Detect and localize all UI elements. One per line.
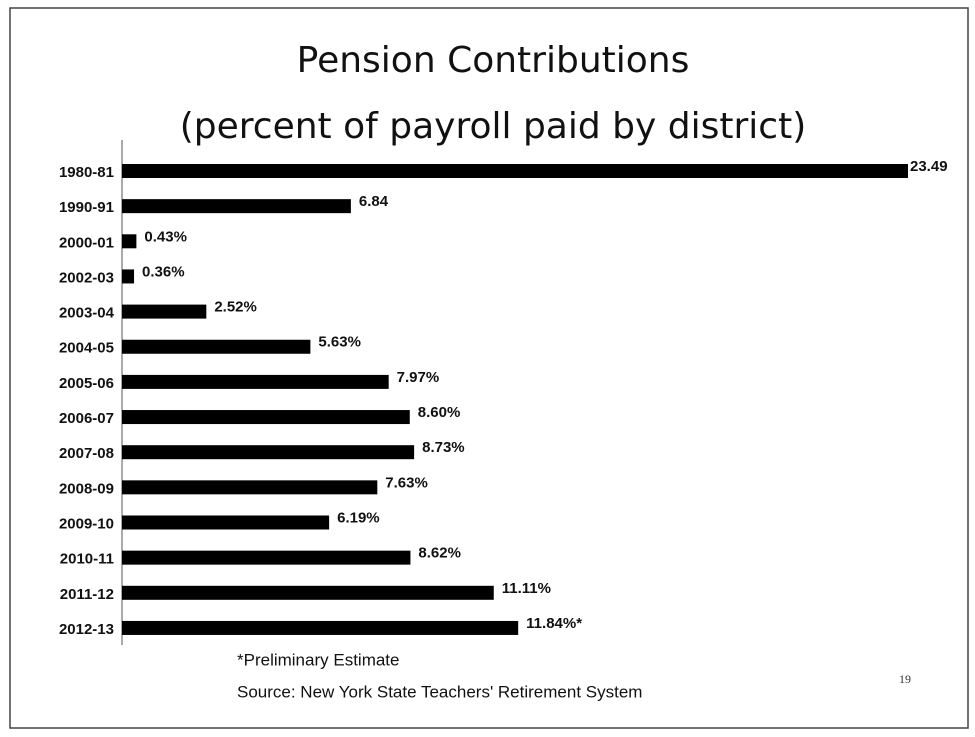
bar	[122, 620, 519, 635]
bar	[122, 164, 908, 178]
value-label: 8.60%	[418, 404, 461, 421]
category-label: 2004-05	[59, 340, 114, 357]
footnote: *Preliminary Estimate	[237, 650, 400, 669]
bar	[122, 339, 311, 354]
bar	[122, 550, 411, 565]
value-label: 11.11%	[502, 580, 551, 597]
bar	[122, 445, 415, 460]
bar	[122, 374, 389, 389]
category-label: 1980-81	[59, 164, 114, 181]
category-label: 2010-11	[60, 551, 114, 568]
value-label: 6.19%	[337, 509, 380, 526]
bar	[122, 515, 330, 530]
value-label: 7.97%	[397, 369, 440, 386]
value-label: 6.84	[359, 193, 389, 210]
chart-subtitle: (percent of payroll paid by district)	[180, 106, 807, 147]
bar	[122, 585, 494, 600]
value-label: 5.63%	[318, 334, 361, 351]
category-label: 2012-13	[59, 621, 114, 638]
category-label: 1990-91	[59, 199, 114, 216]
category-label: 2007-08	[59, 445, 114, 462]
bar	[122, 199, 351, 214]
category-label: 2003-04	[59, 305, 115, 322]
value-label: 0.36%	[142, 263, 185, 280]
category-label: 2008-09	[59, 480, 114, 497]
value-label: 23.49	[910, 158, 948, 175]
category-label: 2006-07	[59, 410, 114, 427]
category-label: 2002-03	[59, 269, 114, 286]
bar	[122, 234, 137, 249]
chart-title: Pension Contributions	[297, 40, 690, 81]
value-label: 2.52%	[214, 299, 257, 316]
bar	[122, 480, 378, 495]
value-label: 0.43%	[144, 228, 187, 245]
bar	[122, 410, 410, 425]
bar	[122, 304, 207, 319]
value-label: 8.62%	[418, 545, 461, 562]
value-label: 7.63%	[385, 474, 428, 491]
category-label: 2000-01	[59, 234, 114, 251]
source: Source: New York State Teachers' Retirem…	[237, 682, 642, 701]
bar	[122, 269, 135, 284]
category-label: 2009-10	[59, 515, 114, 532]
category-label: 2011-12	[60, 586, 114, 603]
page-number: 19	[899, 672, 911, 686]
category-label: 2005-06	[59, 375, 114, 392]
slide-border	[9, 7, 969, 729]
value-label: 8.73%	[422, 439, 465, 456]
value-label: 11.84%*	[526, 615, 582, 632]
